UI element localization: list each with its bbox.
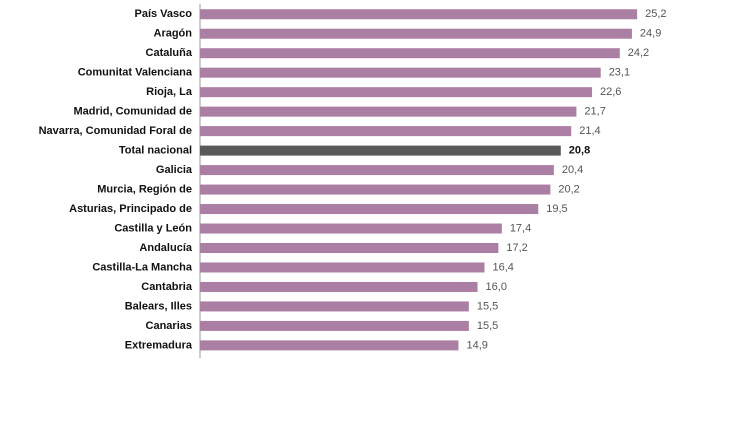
bar xyxy=(200,340,459,351)
bar xyxy=(200,223,502,234)
category-label: Murcia, Región de xyxy=(97,183,192,195)
category-label: Castilla-La Mancha xyxy=(92,261,193,273)
category-label: Canarias xyxy=(146,320,192,332)
category-label: Castilla y León xyxy=(114,222,192,234)
bar xyxy=(200,67,601,78)
value-label: 22,6 xyxy=(600,86,621,98)
value-label: 24,9 xyxy=(640,28,661,40)
bar xyxy=(200,106,577,117)
category-label: Cantabria xyxy=(141,281,193,293)
bar xyxy=(200,145,561,156)
category-label: Cataluña xyxy=(146,47,193,59)
value-label: 23,1 xyxy=(609,67,630,79)
bar xyxy=(200,126,572,137)
value-label: 17,2 xyxy=(506,242,527,254)
bar xyxy=(200,262,485,273)
value-label: 16,0 xyxy=(486,281,507,293)
bar xyxy=(200,165,554,176)
value-label: 24,2 xyxy=(628,47,649,59)
value-label: 20,2 xyxy=(558,183,579,195)
bar xyxy=(200,9,638,20)
value-label: 15,5 xyxy=(477,300,498,312)
bar xyxy=(200,320,469,331)
category-label: País Vasco xyxy=(135,8,193,20)
category-label: Total nacional xyxy=(119,145,192,157)
value-label: 20,8 xyxy=(569,145,590,157)
bar xyxy=(200,48,620,59)
bar xyxy=(200,204,539,215)
value-label: 25,2 xyxy=(645,8,666,20)
value-label: 16,4 xyxy=(492,261,513,273)
category-label: Rioja, La xyxy=(146,86,193,98)
value-label: 14,9 xyxy=(466,339,487,351)
category-label: Navarra, Comunidad Foral de xyxy=(39,125,192,137)
value-label: 19,5 xyxy=(546,203,567,215)
bar xyxy=(200,281,478,292)
bar xyxy=(200,28,632,39)
category-label: Madrid, Comunidad de xyxy=(73,106,192,118)
category-label: Extremadura xyxy=(125,339,193,351)
category-label: Comunitat Valenciana xyxy=(78,67,193,79)
category-label: Asturias, Principado de xyxy=(69,203,192,215)
category-label: Aragón xyxy=(154,28,193,40)
category-label: Galicia xyxy=(156,164,193,176)
bar xyxy=(200,243,499,253)
value-label: 15,5 xyxy=(477,320,498,332)
value-label: 20,4 xyxy=(562,164,583,176)
bar xyxy=(200,184,551,195)
value-label: 21,4 xyxy=(579,125,600,137)
bar xyxy=(200,301,469,312)
value-label: 17,4 xyxy=(510,222,531,234)
bar xyxy=(200,87,593,98)
category-label: Andalucía xyxy=(139,242,192,254)
value-label: 21,7 xyxy=(584,106,605,118)
category-label: Balears, Illes xyxy=(125,300,192,312)
